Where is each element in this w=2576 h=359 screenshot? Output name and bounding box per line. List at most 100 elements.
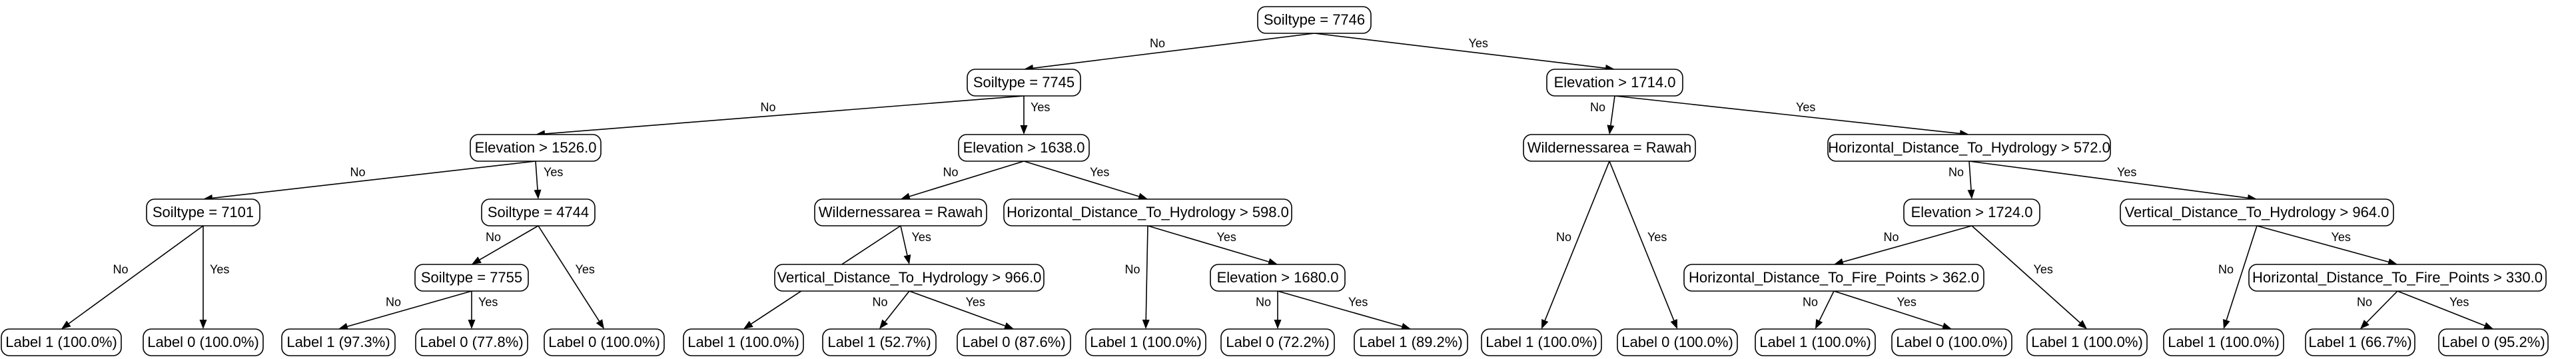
split-condition: Wildernessarea = Rawah bbox=[1527, 139, 1691, 156]
split-condition: Horizontal_Distance_To_Hydrology > 598.0 bbox=[1007, 204, 1289, 220]
tree-edge: No bbox=[338, 290, 472, 330]
tree-edge: Yes bbox=[534, 161, 563, 199]
edge-label-yes: Yes bbox=[1897, 296, 1917, 309]
node-box bbox=[957, 328, 1071, 356]
leaf-label: Label 0 (100.0%) bbox=[548, 334, 660, 350]
decision-node: Soiltype = 7101 bbox=[146, 198, 260, 226]
decision-node: Elevation > 1714.0 bbox=[1546, 69, 1683, 97]
edge-line bbox=[1277, 290, 1402, 327]
split-condition: Wildernessarea = Rawah bbox=[819, 204, 983, 220]
node-box bbox=[774, 264, 1045, 292]
edge-label-yes: Yes bbox=[1217, 230, 1236, 244]
leaf-label: Label 0 (77.8%) bbox=[420, 334, 523, 350]
tree-edge: Yes bbox=[1968, 161, 2257, 202]
edge-label-yes: Yes bbox=[1348, 296, 1368, 309]
tree-edge: No bbox=[1124, 225, 1150, 329]
edge-line bbox=[1968, 161, 2248, 198]
leaf-node: Label 1 (89.2%) bbox=[1354, 328, 1468, 356]
edge-label-yes: Yes bbox=[2117, 166, 2136, 179]
node-box bbox=[1523, 134, 1696, 162]
node-box bbox=[1257, 6, 1372, 34]
edge-label-no: No bbox=[2357, 296, 2372, 309]
edge-line bbox=[909, 161, 1025, 197]
split-condition: Vertical_Distance_To_Hydrology > 966.0 bbox=[777, 269, 1042, 286]
edge-line bbox=[1145, 225, 1148, 320]
tree-edge: Yes bbox=[1023, 161, 1148, 200]
edge-label-yes: Yes bbox=[478, 296, 498, 309]
split-condition: Soiltype = 7745 bbox=[973, 74, 1074, 91]
edge-label-no: No bbox=[2218, 263, 2234, 276]
arrowhead-icon bbox=[596, 319, 604, 329]
node-box bbox=[814, 198, 987, 226]
tree-edge: Yes bbox=[1020, 96, 1050, 135]
leaf-node: Label 1 (100.0%) bbox=[1, 328, 122, 356]
node-box bbox=[470, 134, 602, 162]
tree-edge: No bbox=[2357, 290, 2398, 329]
tree-edge: No bbox=[1948, 161, 1975, 199]
decision-node: Elevation > 1526.0 bbox=[470, 134, 602, 162]
leaf-node: Label 1 (100.0%) bbox=[1481, 328, 1602, 356]
tree-edge: Yes bbox=[1277, 290, 1411, 330]
edge-line bbox=[909, 290, 1006, 326]
edge-line bbox=[544, 95, 1025, 135]
decision-node: Soiltype = 7746 bbox=[1257, 6, 1372, 34]
split-condition: Elevation > 1714.0 bbox=[1554, 74, 1676, 91]
arrowhead-icon bbox=[1941, 322, 1952, 330]
decision-node: Vertical_Distance_To_Hydrology > 964.0 bbox=[2120, 198, 2394, 226]
node-box bbox=[2438, 328, 2549, 356]
leaf-node: Label 1 (100.0%) bbox=[1085, 328, 1206, 356]
decision-node: Soiltype = 7745 bbox=[967, 69, 1081, 97]
node-box bbox=[2248, 264, 2547, 292]
arrowhead-icon bbox=[1003, 322, 1014, 330]
edge-label-no: No bbox=[350, 166, 365, 179]
edge-line bbox=[212, 161, 536, 199]
tree-edge: No bbox=[872, 290, 910, 329]
tree-edge: Yes bbox=[1609, 161, 1677, 329]
leaf-label: Label 1 (66.7%) bbox=[2308, 334, 2411, 350]
leaf-label: Label 0 (72.2%) bbox=[1226, 334, 1329, 350]
node-box bbox=[143, 328, 264, 356]
tree-edge: No bbox=[1803, 290, 1835, 329]
tree-edge: No bbox=[1024, 33, 1315, 72]
node-box bbox=[2163, 328, 2284, 356]
tree-edge: Yes bbox=[538, 225, 604, 329]
edge-line bbox=[2366, 290, 2398, 323]
leaf-label: Label 0 (100.0%) bbox=[1896, 334, 2008, 350]
leaf-label: Label 1 (100.0%) bbox=[1090, 334, 1202, 350]
edge-line bbox=[1971, 225, 2081, 324]
node-box bbox=[1903, 198, 2040, 226]
arrowhead-icon bbox=[1138, 192, 1148, 200]
arrowhead-icon bbox=[901, 192, 911, 200]
edge-line bbox=[1819, 290, 1835, 321]
arrowhead-icon bbox=[468, 320, 476, 329]
edge-label-no: No bbox=[1883, 230, 1899, 244]
arrowhead-icon bbox=[1274, 320, 1282, 329]
decision-node: Horizontal_Distance_To_Fire_Points > 330… bbox=[2248, 264, 2547, 292]
tree-edge: No bbox=[901, 161, 1025, 200]
edge-label-yes: Yes bbox=[1796, 101, 1815, 114]
node-box bbox=[481, 198, 596, 226]
leaf-label: Label 1 (89.2%) bbox=[1359, 334, 1462, 350]
split-condition: Soiltype = 7755 bbox=[421, 269, 522, 286]
node-box bbox=[1085, 328, 1206, 356]
split-condition: Soiltype = 7746 bbox=[1264, 11, 1365, 28]
node-box bbox=[414, 264, 529, 292]
leaf-label: Label 1 (100.0%) bbox=[1759, 334, 1871, 350]
split-condition: Vertical_Distance_To_Hydrology > 964.0 bbox=[2125, 204, 2389, 220]
tree-edge: No bbox=[1541, 161, 1610, 329]
edge-label-yes: Yes bbox=[2449, 296, 2469, 309]
edge-label-yes: Yes bbox=[1031, 101, 1050, 114]
node-box bbox=[822, 328, 937, 356]
node-box bbox=[1220, 328, 1335, 356]
edge-line bbox=[1544, 161, 1610, 321]
leaf-label: Label 0 (95.2%) bbox=[2441, 334, 2545, 350]
arrowhead-icon bbox=[903, 254, 911, 264]
node-box bbox=[1617, 328, 1738, 356]
tree-edge: No bbox=[472, 225, 539, 264]
tree-edge: No bbox=[1256, 291, 1282, 329]
leaf-node: Label 1 (97.3%) bbox=[281, 328, 396, 356]
node-box bbox=[967, 69, 1081, 97]
arrowhead-icon bbox=[472, 256, 482, 264]
arrowhead-icon bbox=[534, 189, 542, 199]
